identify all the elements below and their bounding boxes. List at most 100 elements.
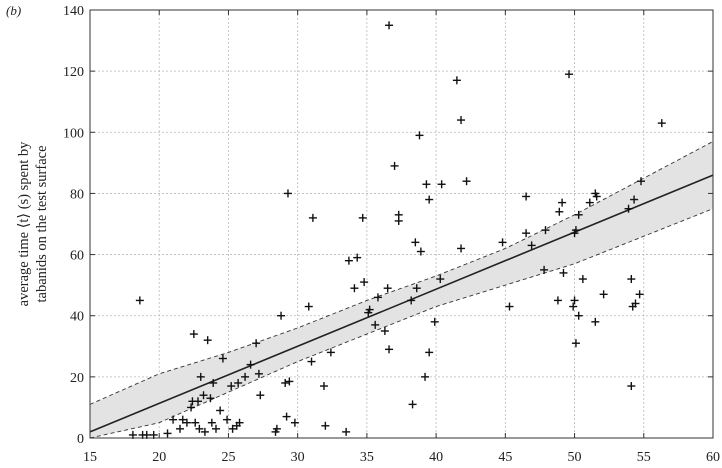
data-point: [527, 241, 536, 250]
data-point: [234, 378, 243, 387]
data-point: [657, 119, 666, 128]
data-point: [203, 336, 212, 345]
data-point: [228, 424, 237, 433]
y-tick-label: 40: [70, 310, 84, 325]
y-tick-label: 20: [70, 371, 84, 386]
data-point: [437, 180, 446, 189]
x-axis-ticks: 15 20 25 30 35 40 45 50 55 60: [83, 10, 720, 465]
data-point: [558, 198, 567, 207]
data-point: [252, 339, 261, 348]
y-axis-title-line1: average time ⟨t⟩ (s) spent by: [16, 141, 32, 306]
data-point: [627, 275, 636, 284]
data-point: [574, 210, 583, 219]
data-point: [182, 418, 191, 427]
data-point: [394, 216, 403, 225]
data-point: [553, 296, 562, 305]
data-point: [206, 394, 215, 403]
data-point: [304, 302, 313, 311]
y-tick-label: 60: [70, 249, 84, 264]
data-point: [193, 397, 202, 406]
data-point: [457, 116, 466, 125]
data-point: [191, 418, 200, 427]
data-point: [189, 330, 198, 339]
data-point: [254, 369, 263, 378]
data-point: [425, 348, 434, 357]
data-point: [283, 189, 292, 198]
data-point: [385, 345, 394, 354]
data-point: [571, 226, 580, 235]
data-point: [344, 256, 353, 265]
data-point: [565, 70, 574, 79]
data-point: [223, 415, 232, 424]
y-tick-label: 120: [63, 65, 84, 80]
data-point: [574, 311, 583, 320]
data-point: [569, 302, 578, 311]
x-tick-label: 60: [706, 450, 720, 465]
data-point: [522, 192, 531, 201]
x-tick-label: 55: [637, 450, 651, 465]
data-points: [128, 21, 666, 439]
data-point: [457, 244, 466, 253]
data-point: [365, 305, 374, 314]
data-point: [216, 406, 225, 415]
data-point: [169, 415, 178, 424]
data-point: [411, 238, 420, 247]
data-point: [408, 400, 417, 409]
data-point: [227, 382, 236, 391]
data-point: [385, 21, 394, 30]
data-point: [383, 284, 392, 293]
data-point: [430, 317, 439, 326]
data-point: [559, 268, 568, 277]
data-point: [211, 424, 220, 433]
data-point: [421, 372, 430, 381]
x-tick-label: 35: [360, 450, 374, 465]
data-point: [578, 275, 587, 284]
data-point: [591, 317, 600, 326]
data-point: [135, 296, 144, 305]
data-point: [498, 238, 507, 247]
data-point: [373, 293, 382, 302]
data-point: [637, 177, 646, 186]
data-point: [416, 247, 425, 256]
data-point: [195, 424, 204, 433]
data-point: [277, 311, 286, 320]
data-point: [505, 302, 514, 311]
data-point: [187, 403, 196, 412]
plot-frame: [89, 9, 714, 439]
x-tick-label: 25: [221, 450, 235, 465]
data-point: [371, 320, 380, 329]
data-point: [272, 424, 281, 433]
y-tick-label: 80: [70, 187, 84, 202]
data-point: [218, 354, 227, 363]
data-point: [308, 213, 317, 222]
data-point: [319, 382, 328, 391]
regression-line: [89, 174, 714, 433]
data-point: [285, 377, 294, 386]
data-point: [350, 284, 359, 293]
data-point: [522, 229, 531, 238]
data-point: [178, 415, 187, 424]
data-point: [407, 296, 416, 305]
data-point: [256, 391, 265, 400]
x-tick-label: 20: [152, 450, 166, 465]
data-point: [342, 427, 351, 436]
y-axis-title: average time ⟨t⟩ (s) spent by tabanids o…: [16, 141, 50, 306]
data-point: [175, 424, 184, 433]
data-point: [163, 429, 172, 438]
x-tick-label: 50: [568, 450, 582, 465]
data-point: [307, 357, 316, 366]
confidence-band-fill: [90, 141, 713, 438]
data-point: [390, 161, 399, 170]
y-axis-title-line2: tabanids on the test surface: [34, 145, 50, 302]
data-point: [422, 180, 431, 189]
data-point: [635, 290, 644, 299]
regression-line-group: [89, 174, 714, 433]
data-point: [199, 391, 208, 400]
data-point: [541, 226, 550, 235]
data-point: [246, 360, 255, 369]
data-point: [555, 207, 564, 216]
x-tick-label: 40: [429, 450, 443, 465]
upper-confidence-line: [89, 141, 714, 405]
data-point: [436, 275, 445, 284]
